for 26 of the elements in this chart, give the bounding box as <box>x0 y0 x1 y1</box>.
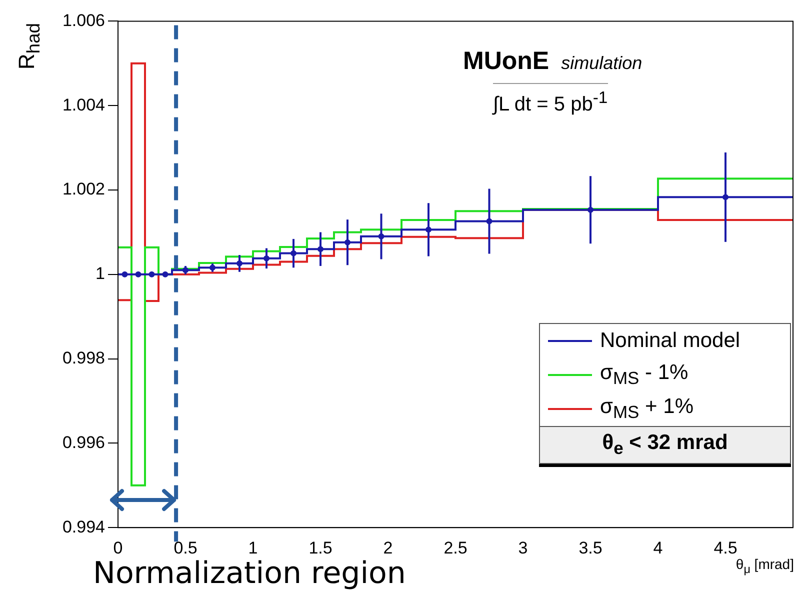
y-tick-label: 0.994 <box>62 517 105 536</box>
legend-label: Nominal model <box>600 328 740 353</box>
x-tick-label: 4.5 <box>714 538 738 558</box>
x-tick-label: 3.5 <box>578 538 602 558</box>
x-tick-label: 2.5 <box>444 538 468 558</box>
y-tick-label: 1.006 <box>62 10 105 30</box>
x-axis-title: θ$_{μ}$ [mrad] <box>736 556 794 576</box>
caption-box: θ$_{e}$ < 32 mrad <box>540 426 790 463</box>
x-tick-label: 1 <box>248 538 258 558</box>
legend-label: σ$_{MS}$ - 1% <box>600 360 688 389</box>
y-tick-label: 1.002 <box>62 180 105 199</box>
text: simulation <box>561 53 642 74</box>
legend-label: σ$_{MS}$ + 1% <box>600 394 694 423</box>
text: Normalization region <box>93 556 406 591</box>
x-tick-label: 3 <box>518 538 528 558</box>
x-tick-label: 0 <box>113 538 123 558</box>
y-tick-label: 1.004 <box>62 95 105 114</box>
x-tick-label: 2 <box>383 538 393 558</box>
annotation: ∫L dt = 5 pb$^{-1}$ <box>493 83 608 117</box>
x-tick-label: 4 <box>653 538 663 558</box>
y-tick-label: 0.996 <box>62 432 105 452</box>
y-tick-label: 0.998 <box>62 348 105 368</box>
x-tick-label: 1.5 <box>308 538 332 558</box>
y-tick-label: 1 <box>96 264 105 284</box>
text: MUonE <box>463 47 550 76</box>
x-tick-label: 0.5 <box>174 538 198 558</box>
